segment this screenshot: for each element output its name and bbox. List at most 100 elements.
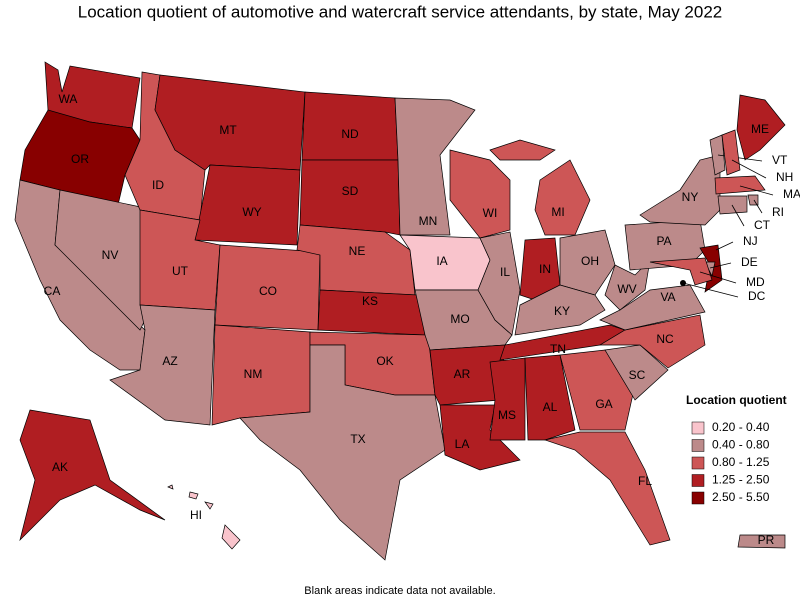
state-label: TX xyxy=(350,432,365,446)
state-shape xyxy=(717,195,748,215)
state-label: OR xyxy=(71,152,89,166)
state-label: ID xyxy=(152,178,164,192)
state-label: FL xyxy=(638,474,652,488)
state-label: SD xyxy=(342,184,359,198)
state-label: MO xyxy=(450,312,469,326)
state-label: WV xyxy=(617,282,636,296)
leader-line xyxy=(715,241,734,251)
state-label: IA xyxy=(436,254,447,268)
state-shape xyxy=(649,257,713,286)
state-shape xyxy=(639,154,721,226)
state-shape xyxy=(737,534,786,549)
state-label: SC xyxy=(629,368,646,382)
state-label: TN xyxy=(550,342,566,356)
state-shape xyxy=(604,344,669,401)
state-label: MI xyxy=(551,205,564,219)
state-shape xyxy=(489,139,556,161)
state-label: KY xyxy=(554,304,570,318)
state-shape xyxy=(489,357,526,441)
state-shape xyxy=(477,231,521,336)
state-label: WA xyxy=(59,92,78,106)
state-label: HI xyxy=(190,508,202,522)
leader-line xyxy=(682,282,739,298)
state-label: MD xyxy=(746,275,765,289)
legend-label: 0.20 - 0.40 xyxy=(712,420,770,434)
state-label: WY xyxy=(242,205,261,219)
legend-label: 1.25 - 2.50 xyxy=(712,473,770,487)
state-shape xyxy=(514,284,606,336)
state-shape xyxy=(449,149,511,239)
state-label: AR xyxy=(454,367,471,381)
legend-title: Location quotient xyxy=(686,393,787,407)
legend-swatch xyxy=(691,456,705,470)
state-label: MA xyxy=(783,187,800,201)
legend-swatch xyxy=(691,474,705,487)
leader-line xyxy=(699,271,737,284)
state-label: NY xyxy=(682,190,699,204)
state-shape xyxy=(559,349,636,431)
legend-label: 0.40 - 0.80 xyxy=(712,438,770,452)
state-label: RI xyxy=(772,205,784,219)
legend-swatch xyxy=(691,421,705,435)
state-shape xyxy=(239,344,446,561)
state-shape xyxy=(559,229,616,296)
state-label: NH xyxy=(776,170,793,184)
state-label: OH xyxy=(581,254,599,268)
state-shape xyxy=(714,175,766,195)
state-label: DC xyxy=(748,289,766,303)
state-label: UT xyxy=(172,264,189,278)
state-label: VT xyxy=(772,153,788,167)
state-shape xyxy=(524,354,576,441)
legend-label: 0.80 - 1.25 xyxy=(712,455,770,469)
legend-label: 2.50 - 5.50 xyxy=(712,490,770,504)
state-label: DE xyxy=(741,255,758,269)
state-shape xyxy=(534,159,591,236)
state-shape xyxy=(709,134,726,176)
state-shape xyxy=(19,409,166,542)
states: WA OR CA NV ID MT WY UT CO AZ NM ND SD NE KS OK TX MN IA MO… xyxy=(14,61,800,561)
state-label: NM xyxy=(244,367,263,381)
state-label: VA xyxy=(660,290,675,304)
state-shape xyxy=(167,484,174,490)
leader-line xyxy=(709,262,732,269)
state-shape xyxy=(301,91,399,161)
state-label: GA xyxy=(595,397,612,411)
state-shape xyxy=(543,431,671,546)
state-label: LA xyxy=(455,437,470,451)
state-label: KS xyxy=(362,294,378,308)
leader-line xyxy=(753,199,763,214)
state-label: NJ xyxy=(743,234,758,248)
legend-swatch xyxy=(691,439,705,452)
state-shape xyxy=(188,491,199,500)
state-label: MS xyxy=(498,408,516,422)
leader-line xyxy=(731,159,767,179)
state-shape xyxy=(109,304,216,426)
state-shape xyxy=(194,164,301,246)
state-label: AZ xyxy=(162,354,177,368)
state-label: OK xyxy=(376,354,393,368)
state-label: CA xyxy=(44,284,61,298)
leader-line xyxy=(739,185,774,196)
state-label: CT xyxy=(754,218,771,232)
state-shape xyxy=(429,344,506,406)
state-label: PA xyxy=(656,234,671,248)
state-label: CO xyxy=(259,284,277,298)
footnote: Blank areas indicate data not available. xyxy=(304,585,495,597)
state-label: AL xyxy=(543,400,558,414)
legend: 0.20 - 0.40 0.40 - 0.80 0.80 - 1.25 1.25 - … xyxy=(691,420,770,505)
state-label: ME xyxy=(751,122,769,136)
state-label: MN xyxy=(419,214,438,228)
state-label: MT xyxy=(219,123,237,137)
map-title: Location quotient of automotive and wate… xyxy=(78,2,723,21)
state-label: IL xyxy=(500,265,510,279)
state-shape xyxy=(221,524,241,550)
state-label: NC xyxy=(656,332,674,346)
state-label: AK xyxy=(52,460,68,474)
state-shape xyxy=(204,501,214,510)
state-label: PR xyxy=(758,533,775,547)
legend-swatch xyxy=(691,491,705,505)
state-label: NV xyxy=(102,248,119,262)
state-shape xyxy=(299,159,401,236)
state-label: WI xyxy=(483,206,498,220)
